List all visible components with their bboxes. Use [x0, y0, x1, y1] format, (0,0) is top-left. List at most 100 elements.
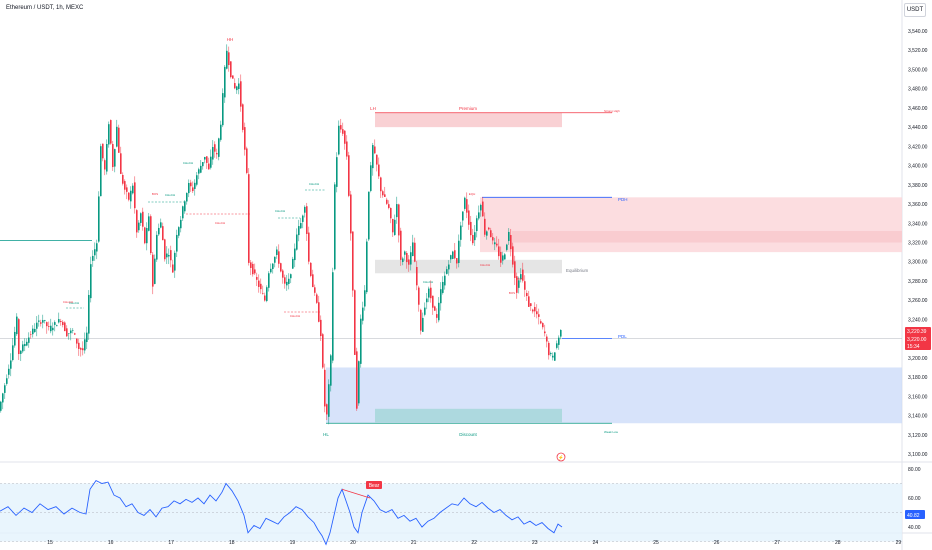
candle-body: [464, 197, 466, 209]
candle-body: [210, 156, 212, 168]
candle-body: [422, 317, 424, 332]
price-tick-label: 3,320.00: [908, 241, 928, 247]
candle-body: [364, 290, 366, 307]
candle-body: [508, 231, 510, 241]
candle-body: [46, 322, 48, 327]
currency-button[interactable]: USDT: [904, 3, 926, 17]
candle-body: [486, 231, 488, 236]
candle-body: [444, 275, 446, 286]
candle-body: [132, 185, 134, 194]
candle-body: [282, 270, 284, 278]
candle-body: [356, 351, 358, 409]
label-choch-5: CHoCH: [69, 301, 79, 305]
candle-body: [302, 215, 304, 222]
candle-body: [274, 256, 276, 263]
candle-body: [290, 274, 292, 279]
candle-body: [474, 232, 476, 241]
candle-body: [546, 336, 548, 342]
label-hl: HL: [323, 432, 329, 437]
candle-body: [358, 361, 360, 404]
candle-body: [232, 75, 234, 79]
candle-body: [134, 182, 136, 209]
candle-body: [392, 218, 394, 233]
candle-body: [386, 199, 388, 204]
candle-body: [506, 244, 508, 250]
candle-body: [472, 234, 474, 244]
candle-body: [102, 143, 104, 159]
candle-body: [296, 234, 298, 250]
candle-body: [328, 384, 330, 417]
price-tick-label: 3,340.00: [908, 221, 928, 227]
candle-body: [310, 262, 312, 276]
candle-body: [182, 206, 184, 219]
candle-body: [112, 144, 114, 168]
candle-body: [394, 219, 396, 235]
price-tick-label: 3,180.00: [908, 375, 928, 381]
price-tick-label: 3,440.00: [908, 125, 928, 131]
candle-body: [504, 254, 506, 260]
candle-body: [542, 323, 544, 328]
zone-supply-dark: [512, 230, 902, 243]
candle-body: [86, 332, 88, 343]
label-hh: HH: [227, 37, 234, 42]
rsi-signal-label: Bear: [369, 483, 380, 489]
candle-body: [304, 206, 306, 213]
candle-body: [308, 232, 310, 262]
candle-body: [30, 334, 32, 336]
candle-body: [284, 277, 286, 284]
candle-body: [276, 249, 278, 255]
candle-body: [374, 146, 376, 154]
event-icon[interactable]: [556, 452, 566, 462]
rsi-signal-badge: [366, 481, 382, 489]
candle-body: [200, 165, 202, 173]
candle-body: [416, 266, 418, 286]
label-equilibrium: Equilibrium: [566, 268, 589, 273]
candle-body: [184, 201, 186, 212]
candle-body: [114, 149, 116, 167]
candle-body: [236, 86, 238, 91]
price-tick-label: 3,160.00: [908, 394, 928, 400]
price-tick-label: 3,140.00: [908, 414, 928, 420]
rsi-tick-label: 80.00: [908, 467, 921, 473]
candle-body: [240, 81, 242, 107]
price-tick-label: 3,380.00: [908, 183, 928, 189]
candle-body: [498, 246, 500, 257]
candle-body: [230, 61, 232, 78]
candle-body: [382, 191, 384, 196]
candle-body: [400, 230, 402, 260]
label-weak-low: Weak Low: [604, 430, 619, 434]
candle-body: [244, 127, 246, 150]
candle-body: [334, 184, 336, 270]
zone-supply: [480, 197, 902, 253]
candle-body: [178, 227, 180, 236]
candle-body: [332, 272, 334, 361]
price-tick-label: 3,500.00: [908, 67, 928, 73]
price-tick-label: 3,520.00: [908, 48, 928, 54]
candle-body: [494, 242, 496, 245]
candle-body: [74, 333, 76, 335]
candle-body: [330, 355, 332, 386]
candle-body: [140, 213, 142, 223]
time-tick-label: 25: [653, 540, 659, 546]
candle-body: [18, 319, 20, 355]
candle-body: [226, 50, 228, 69]
candle-body: [492, 237, 494, 241]
candle-body: [208, 163, 210, 170]
candle-body: [544, 331, 546, 334]
candle-body: [28, 337, 30, 343]
candle-body: [338, 125, 340, 155]
candle-body: [258, 280, 260, 287]
candle-body: [312, 274, 314, 288]
candle-body: [390, 208, 392, 219]
candle-body: [64, 322, 66, 332]
candle-body: [300, 223, 302, 229]
time-tick-label: 23: [532, 540, 538, 546]
candle-body: [558, 337, 560, 345]
rsi-line: [0, 480, 563, 546]
candle-body: [170, 250, 172, 261]
candle-body: [286, 281, 288, 286]
candle-body: [122, 174, 124, 184]
price-tick-label: 3,100.00: [908, 452, 928, 458]
